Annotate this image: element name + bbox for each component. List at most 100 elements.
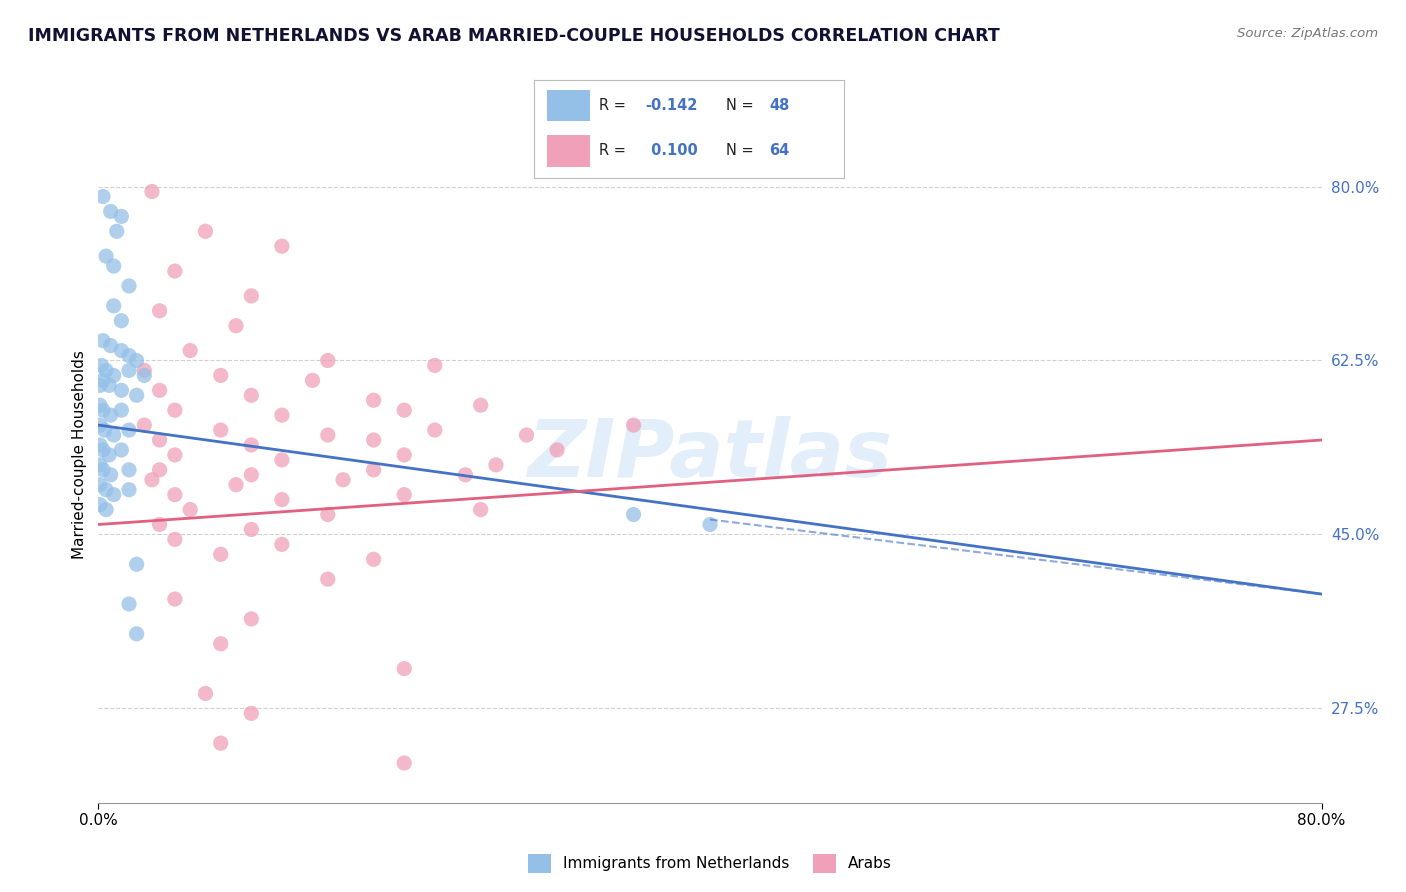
Text: R =: R = bbox=[599, 98, 631, 113]
Point bbox=[270, 537, 294, 551]
Point bbox=[240, 388, 263, 402]
Point bbox=[110, 442, 132, 457]
Point bbox=[103, 299, 125, 313]
Point bbox=[209, 423, 232, 437]
Point bbox=[118, 349, 141, 363]
Point bbox=[179, 343, 201, 358]
Point bbox=[209, 368, 232, 383]
Point bbox=[423, 423, 446, 437]
Point bbox=[163, 592, 186, 607]
Point bbox=[91, 189, 114, 203]
Point bbox=[363, 463, 385, 477]
Point bbox=[194, 686, 217, 700]
Point bbox=[110, 210, 132, 224]
Point bbox=[89, 498, 111, 512]
Point bbox=[118, 463, 141, 477]
Point bbox=[623, 508, 645, 522]
Point bbox=[134, 363, 156, 377]
Text: 64: 64 bbox=[769, 144, 790, 159]
Point bbox=[316, 428, 339, 442]
Point bbox=[94, 483, 117, 497]
Point bbox=[89, 378, 111, 392]
Point bbox=[91, 373, 114, 387]
Point bbox=[454, 467, 477, 482]
Point bbox=[110, 343, 132, 358]
Text: IMMIGRANTS FROM NETHERLANDS VS ARAB MARRIED-COUPLE HOUSEHOLDS CORRELATION CHART: IMMIGRANTS FROM NETHERLANDS VS ARAB MARR… bbox=[28, 27, 1000, 45]
Point bbox=[423, 359, 446, 373]
Point bbox=[240, 523, 263, 537]
Point bbox=[89, 438, 111, 452]
Point bbox=[209, 547, 232, 561]
Point bbox=[110, 314, 132, 328]
Point bbox=[163, 488, 186, 502]
Text: 48: 48 bbox=[769, 98, 790, 113]
Point bbox=[316, 353, 339, 368]
Point bbox=[100, 204, 122, 219]
Point bbox=[363, 552, 385, 566]
Point bbox=[470, 502, 492, 516]
Bar bbox=[547, 136, 591, 167]
Point bbox=[270, 239, 294, 253]
Point bbox=[149, 463, 172, 477]
Point bbox=[392, 448, 416, 462]
Point bbox=[240, 706, 263, 721]
Point bbox=[149, 384, 172, 398]
Point bbox=[105, 224, 128, 238]
Point bbox=[93, 423, 115, 437]
Point bbox=[91, 334, 114, 348]
Point bbox=[270, 453, 294, 467]
Point bbox=[209, 736, 232, 750]
Point bbox=[118, 363, 141, 377]
Point bbox=[163, 533, 186, 547]
Point bbox=[103, 368, 125, 383]
Point bbox=[98, 378, 121, 392]
Point bbox=[270, 408, 294, 422]
Point bbox=[332, 473, 354, 487]
Point bbox=[240, 467, 263, 482]
Point bbox=[125, 558, 148, 572]
Point bbox=[392, 662, 416, 676]
Y-axis label: Married-couple Households: Married-couple Households bbox=[72, 351, 87, 559]
Point bbox=[134, 368, 156, 383]
Point bbox=[546, 442, 568, 457]
Point bbox=[90, 359, 112, 373]
Point bbox=[392, 403, 416, 417]
Point bbox=[392, 756, 416, 770]
Point bbox=[141, 185, 163, 199]
Point bbox=[98, 448, 121, 462]
Point bbox=[516, 428, 538, 442]
Text: R =: R = bbox=[599, 144, 631, 159]
Text: N =: N = bbox=[725, 98, 758, 113]
Point bbox=[163, 403, 186, 417]
Point bbox=[623, 418, 645, 433]
Point bbox=[94, 363, 117, 377]
Text: ZIPatlas: ZIPatlas bbox=[527, 416, 893, 494]
Bar bbox=[547, 90, 591, 121]
Point bbox=[270, 492, 294, 507]
Point bbox=[110, 384, 132, 398]
Point bbox=[118, 279, 141, 293]
Point bbox=[100, 467, 122, 482]
Point bbox=[89, 458, 111, 472]
Point bbox=[125, 627, 148, 641]
Point bbox=[240, 438, 263, 452]
Point bbox=[240, 289, 263, 303]
Point bbox=[91, 442, 114, 457]
Point bbox=[149, 517, 172, 532]
Point bbox=[149, 433, 172, 447]
Point bbox=[91, 463, 114, 477]
Point bbox=[100, 338, 122, 352]
Point bbox=[316, 572, 339, 586]
Point bbox=[149, 303, 172, 318]
Point bbox=[470, 398, 492, 412]
Point bbox=[485, 458, 508, 472]
Point bbox=[103, 428, 125, 442]
Point bbox=[240, 612, 263, 626]
Point bbox=[103, 259, 125, 273]
Text: 0.100: 0.100 bbox=[645, 144, 697, 159]
Text: Source: ZipAtlas.com: Source: ZipAtlas.com bbox=[1237, 27, 1378, 40]
Point bbox=[94, 249, 117, 263]
Point bbox=[209, 637, 232, 651]
Point bbox=[89, 398, 111, 412]
Point bbox=[91, 403, 114, 417]
